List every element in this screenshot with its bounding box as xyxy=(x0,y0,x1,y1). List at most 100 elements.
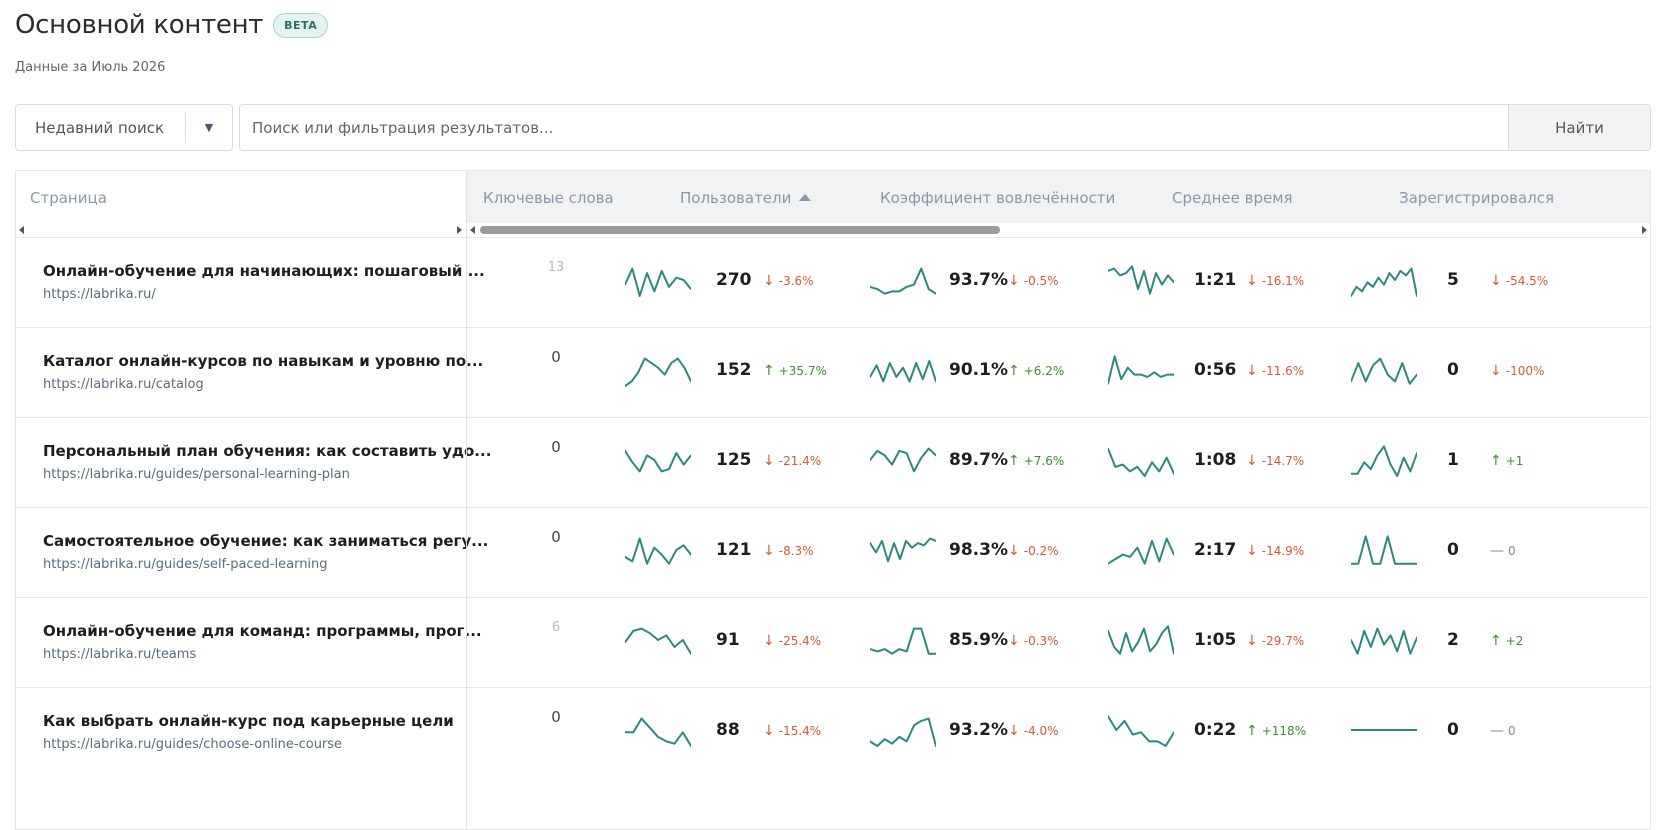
avg-time-sparkline-line xyxy=(1108,447,1174,477)
engagement-value: 89.7% xyxy=(949,450,1008,470)
keywords-value: 0 xyxy=(551,438,561,456)
search-input[interactable] xyxy=(240,105,1508,150)
scroll-left-arrow-icon[interactable] xyxy=(19,226,24,234)
registered-delta: ↑ +2 xyxy=(1490,633,1523,649)
page-url[interactable]: https://labrika.ru/guides/choose-online-… xyxy=(43,737,343,752)
registered-sparkline-line xyxy=(1351,535,1417,565)
scroll-right-arrow-icon[interactable] xyxy=(457,226,462,234)
chevron-down-icon[interactable]: ▼ xyxy=(204,121,214,134)
avg-time-delta-value: +118% xyxy=(1261,724,1307,738)
engagement-sparkline xyxy=(870,447,936,473)
table-row[interactable]: Как выбрать онлайн-курс под карьерные це… xyxy=(16,687,1650,781)
users-sparkline xyxy=(625,537,691,565)
scroll-right-arrow-icon[interactable] xyxy=(1642,226,1647,234)
avg-time-delta-value: -16.1% xyxy=(1261,274,1305,288)
page-title-link[interactable]: Каталог онлайн-курсов по навыкам и уровн… xyxy=(43,352,484,370)
table-row[interactable]: Онлайн-обучение для команд: программы, п… xyxy=(16,597,1650,691)
registered-value: 1 xyxy=(1447,450,1459,470)
avg-time-delta: ↑ +118% xyxy=(1246,723,1306,739)
page-url[interactable]: https://labrika.ru/teams xyxy=(43,647,197,662)
page-title-link[interactable]: Самостоятельное обучение: как заниматься… xyxy=(43,532,489,550)
page-url[interactable]: https://labrika.ru/catalog xyxy=(43,377,204,392)
trend-down-icon: ↓ xyxy=(1008,273,1020,289)
page-url[interactable]: https://labrika.ru/guides/self-paced-lea… xyxy=(43,557,328,572)
col-engagement-header[interactable]: Коэффициент вовлечённости xyxy=(880,189,1116,207)
engagement-sparkline xyxy=(870,627,936,655)
table-row[interactable]: Онлайн-обучение для начинающих: пошаговы… xyxy=(16,237,1650,331)
right-scrollbar[interactable] xyxy=(467,223,1650,237)
users-delta-value: -15.4% xyxy=(778,724,822,738)
registered-delta: ↑ +1 xyxy=(1490,453,1523,469)
page-title-link[interactable]: Как выбрать онлайн-курс под карьерные це… xyxy=(43,712,454,730)
table-row[interactable]: Каталог онлайн-курсов по навыкам и уровн… xyxy=(16,327,1650,421)
avg-time-delta-value: -29.7% xyxy=(1261,634,1305,648)
keywords-value: 13 xyxy=(547,260,565,275)
engagement-delta-value: -0.2% xyxy=(1023,544,1059,558)
left-scrollbar[interactable] xyxy=(16,223,467,237)
avg-time-sparkline xyxy=(1108,447,1174,477)
keywords-value: 0 xyxy=(551,528,561,546)
users-delta: ↓ -15.4% xyxy=(763,723,821,739)
keywords-value: 6 xyxy=(551,620,561,635)
page-title-link[interactable]: Персональный план обучения: как составит… xyxy=(43,442,492,460)
registered-sparkline-line xyxy=(1351,627,1417,655)
col-keywords-header[interactable]: Ключевые слова xyxy=(483,189,614,207)
registered-sparkline xyxy=(1351,357,1417,385)
page-url[interactable]: https://labrika.ru/guides/personal-learn… xyxy=(43,467,350,482)
trend-down-icon: ↓ xyxy=(1008,633,1020,649)
trend-down-icon: ↓ xyxy=(1246,273,1258,289)
avg-time-delta-value: -11.6% xyxy=(1261,364,1305,378)
header-left: Страница xyxy=(16,171,467,223)
page-url[interactable]: https://labrika.ru/ xyxy=(43,287,156,302)
registered-delta: —0 xyxy=(1490,723,1516,739)
page-title-link[interactable]: Онлайн-обучение для команд: программы, п… xyxy=(43,622,482,640)
registered-value: 5 xyxy=(1447,270,1459,290)
search-bar: Найти xyxy=(239,104,1651,151)
trend-down-icon: ↓ xyxy=(1008,723,1020,739)
header-right: Ключевые слова Пользователи Коэффициент … xyxy=(467,171,1650,223)
col-users-header[interactable]: Пользователи xyxy=(680,189,812,207)
content-table: Страница Ключевые слова Пользователи Коэ… xyxy=(15,170,1651,830)
users-value: 152 xyxy=(716,360,752,380)
users-delta-value: -8.3% xyxy=(778,544,814,558)
users-sparkline-line xyxy=(625,449,691,473)
table-row[interactable]: Персональный план обучения: как составит… xyxy=(16,417,1650,511)
registered-delta-value: -100% xyxy=(1505,364,1545,378)
users-sparkline xyxy=(625,357,691,387)
trend-up-icon: ↑ xyxy=(1008,453,1020,469)
col-page-header[interactable]: Страница xyxy=(30,189,107,207)
users-sparkline-line xyxy=(625,537,691,565)
avg-time-delta: ↓ -11.6% xyxy=(1246,363,1304,379)
engagement-sparkline xyxy=(870,537,936,563)
scrollbar-thumb[interactable] xyxy=(480,226,1000,234)
users-delta: ↑ +35.7% xyxy=(763,363,827,379)
beta-badge: BETA xyxy=(273,12,329,38)
scroll-left-arrow-icon[interactable] xyxy=(470,226,475,234)
engagement-sparkline xyxy=(870,359,936,383)
engagement-delta-value: +7.6% xyxy=(1023,454,1065,468)
engagement-delta-value: -4.0% xyxy=(1023,724,1059,738)
avg-time-delta-value: -14.9% xyxy=(1261,544,1305,558)
col-avg-time-header[interactable]: Среднее время xyxy=(1172,189,1293,207)
find-button[interactable]: Найти xyxy=(1508,105,1650,150)
recent-search-dropdown[interactable]: Недавний поиск ▼ xyxy=(15,104,233,151)
trend-up-icon: ↑ xyxy=(1490,633,1502,649)
page-title-link[interactable]: Онлайн-обучение для начинающих: пошаговы… xyxy=(43,262,485,280)
users-sparkline xyxy=(625,717,691,747)
registered-sparkline xyxy=(1351,729,1417,731)
registered-delta: ↓ -100% xyxy=(1490,363,1544,379)
users-delta-value: +35.7% xyxy=(778,364,827,378)
engagement-value: 93.2% xyxy=(949,720,1008,740)
avg-time-sparkline-line xyxy=(1108,265,1174,295)
table-row[interactable]: Самостоятельное обучение: как заниматься… xyxy=(16,507,1650,601)
avg-time-value: 1:05 xyxy=(1194,630,1237,650)
trend-down-icon: ↓ xyxy=(763,723,775,739)
trend-down-icon: ↓ xyxy=(763,543,775,559)
trend-down-icon: ↓ xyxy=(1008,543,1020,559)
registered-delta-value: 0 xyxy=(1508,544,1516,558)
sort-ascending-icon xyxy=(799,194,812,201)
users-delta-value: -3.6% xyxy=(778,274,814,288)
users-sparkline xyxy=(625,267,691,297)
users-sparkline-line xyxy=(625,717,691,747)
col-registered-header[interactable]: Зарегистрировался xyxy=(1399,189,1555,207)
